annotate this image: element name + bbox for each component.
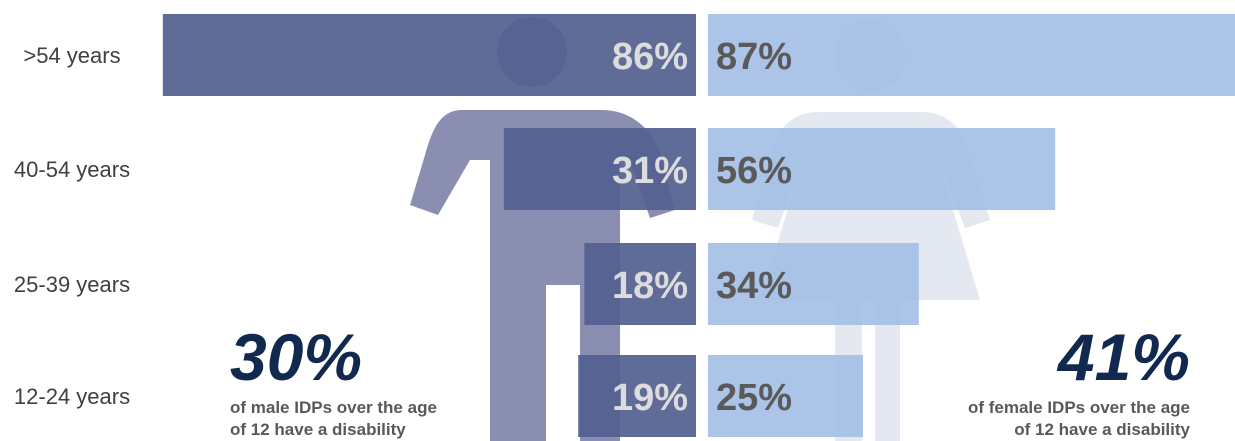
male-value-label: 31% <box>612 150 688 192</box>
male-disability-text-line2: of 12 have a disability <box>230 420 406 439</box>
male-bar <box>584 243 696 325</box>
female-value-label: 87% <box>716 36 792 78</box>
male-value-label: 18% <box>612 265 688 307</box>
male-disability-stat: 30% <box>230 320 362 394</box>
category-label: >54 years <box>23 43 120 68</box>
male-bar <box>503 128 696 210</box>
female-disability-text-line1: of female IDPs over the age <box>968 398 1190 417</box>
male-bar <box>162 14 697 96</box>
female-disability-stat: 41% <box>1056 320 1190 394</box>
male-value-label: 86% <box>612 36 688 78</box>
category-label: 12-24 years <box>14 384 130 409</box>
male-bar <box>578 355 696 437</box>
category-label: 40-54 years <box>14 157 130 182</box>
female-value-label: 25% <box>716 377 792 419</box>
female-disability-text-line2: of 12 have a disability <box>1014 420 1190 439</box>
female-bar <box>708 128 1056 210</box>
female-bar <box>708 243 919 325</box>
female-value-label: 34% <box>716 265 792 307</box>
female-value-label: 56% <box>716 150 792 192</box>
male-value-label: 19% <box>612 377 688 419</box>
female-bar <box>708 14 1235 96</box>
category-label: 25-39 years <box>14 272 130 297</box>
female-bar <box>708 355 863 437</box>
male-disability-text-line1: of male IDPs over the age <box>230 398 437 417</box>
